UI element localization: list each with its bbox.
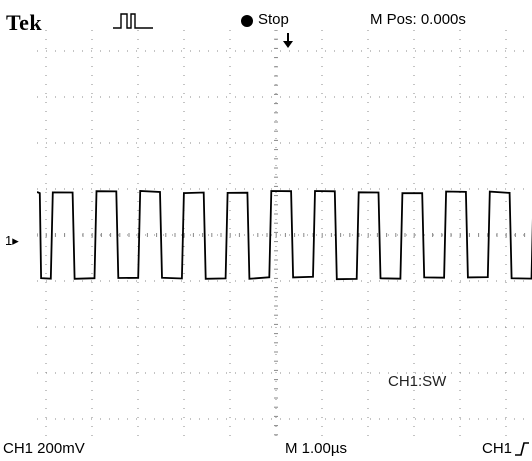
rising-edge-icon xyxy=(515,442,529,456)
trigger-source: CH1 xyxy=(482,440,513,457)
horizontal-position: M Pos: 0.000s xyxy=(370,11,466,28)
channel-ground-marker: 1▸ xyxy=(5,233,19,249)
acquisition-state: Stop xyxy=(258,11,289,28)
down-arrow-icon xyxy=(283,33,293,48)
channel-scale: CH1 200mV xyxy=(3,440,85,457)
pulse-trigger-icon xyxy=(113,13,153,29)
stop-dot-icon xyxy=(241,15,253,27)
channel-annotation: CH1:SW xyxy=(388,373,447,390)
channel-marker-label: 1 xyxy=(5,233,13,248)
ch1-trace xyxy=(37,190,532,281)
brand-logo: Tek xyxy=(6,10,43,35)
timebase-readout: M 1.00µs xyxy=(285,440,347,457)
readout-bar: CH1 200mV M 1.00µs CH1 xyxy=(0,437,532,461)
status-bar: Tek Stop M Pos: 0.000s xyxy=(0,0,532,35)
right-arrow-icon: ▸ xyxy=(12,233,19,248)
waveform-display xyxy=(37,30,532,437)
